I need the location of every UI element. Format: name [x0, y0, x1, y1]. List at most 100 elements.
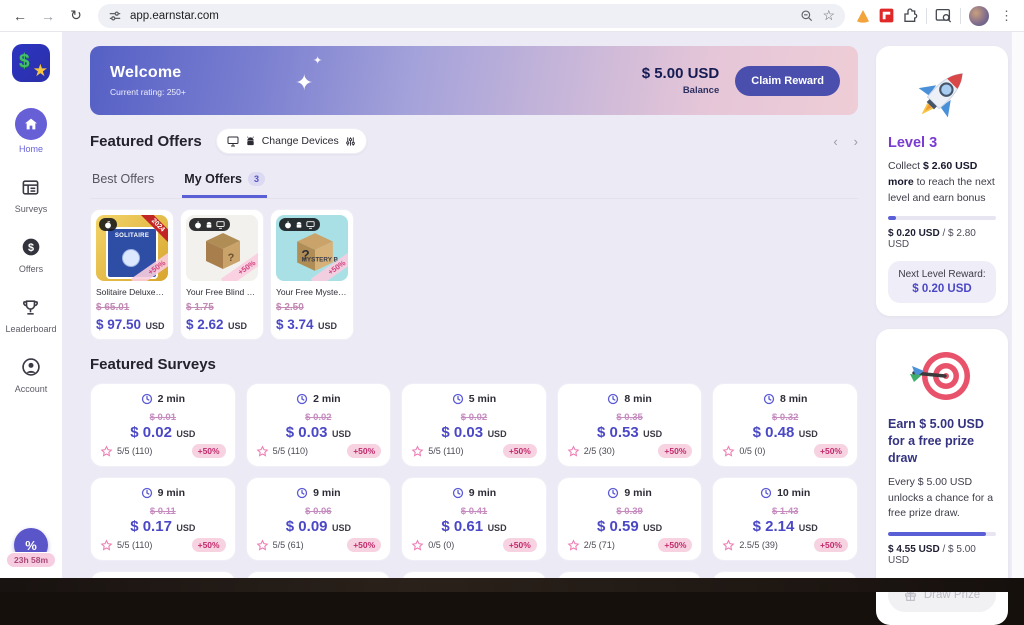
bookmark-star-icon[interactable]: ☆	[822, 7, 835, 23]
profile-avatar[interactable]	[969, 5, 989, 26]
survey-footer: 0/5 (0) +50%	[411, 538, 537, 552]
survey-card[interactable]: 2 min $ 0.01 $ 0.02 USD 5/5 (110) +50%	[90, 383, 236, 467]
tab-my-offers[interactable]: My Offers 3	[182, 166, 267, 198]
sidebar-item-leaderboard[interactable]: Leaderboard	[5, 294, 57, 334]
rating-star-icon	[411, 444, 424, 457]
earnstar-logo[interactable]: $ ★	[12, 44, 50, 82]
clock-icon	[141, 487, 152, 499]
survey-card[interactable]: 9 min $ 0.11 $ 0.17 USD 5/5 (110) +50%	[90, 477, 236, 561]
survey-card[interactable]: 9 min $ 0.41 $ 0.61 USD 0/5 (0) +50%	[401, 477, 547, 561]
survey-old-price: $ 0.06	[305, 506, 332, 517]
rating-star-icon	[100, 538, 113, 551]
survey-duration: 9 min	[567, 487, 693, 499]
back-icon[interactable]: ←	[13, 7, 27, 24]
survey-bonus-badge: +50%	[347, 444, 382, 458]
rating-star-icon	[567, 444, 580, 457]
survey-old-price: $ 0.39	[616, 506, 643, 517]
extension-cone-icon[interactable]	[855, 8, 871, 24]
platform-badge	[279, 218, 320, 231]
forward-icon[interactable]: →	[41, 7, 55, 24]
url-text[interactable]: app.earnstar.com	[130, 9, 219, 22]
android-icon	[296, 221, 302, 228]
scrollbar[interactable]	[1011, 32, 1024, 578]
survey-price: $ 0.17 USD	[130, 518, 196, 535]
rocket-icon	[888, 61, 996, 127]
sidebar-item-label: Surveys	[14, 204, 48, 214]
platform-badge	[189, 218, 230, 231]
survey-duration: 5 min	[411, 393, 537, 405]
prize-progress-amounts: $ 4.55 USD / $ 5.00 USD	[888, 544, 976, 567]
survey-bonus-badge: +50%	[658, 538, 693, 552]
welcome-title: Welcome	[110, 64, 182, 81]
prev-offers-icon[interactable]: ‹	[833, 133, 838, 149]
offer-cards-row: SOLITAIRE 2024 +50% Solitaire Deluxe® 2 …	[90, 209, 858, 340]
survey-bonus-badge: +50%	[814, 444, 848, 458]
tab-best-offers[interactable]: Best Offers	[90, 166, 156, 198]
sidebar-item-surveys[interactable]: Surveys	[14, 174, 48, 214]
survey-card[interactable]: 8 min $ 0.35 $ 0.53 USD 2/5 (30) +50%	[556, 383, 703, 467]
sidebar-item-account[interactable]: Account	[15, 354, 47, 394]
sidebar-item-label: Offers	[18, 264, 44, 274]
change-devices-button[interactable]: Change Devices	[215, 128, 367, 154]
survey-bonus-badge: +50%	[502, 444, 537, 458]
svg-text:$: $	[28, 242, 34, 254]
offer-card-blind-box[interactable]: ? +50% Your Free Blind Bo... $ 1.75 $ 2.…	[180, 209, 264, 340]
offer-card-solitaire[interactable]: SOLITAIRE 2024 +50% Solitaire Deluxe® 2 …	[90, 209, 174, 340]
promo-timer-badge[interactable]: % 23h 58m	[5, 528, 57, 568]
survey-bonus-badge: +50%	[191, 444, 226, 458]
account-icon	[18, 354, 44, 380]
sidebar: $ ★ Home Surveys $ Offers	[0, 32, 62, 578]
survey-price: $ 0.03 USD	[441, 424, 507, 441]
survey-rating: 2.5/5 (39)	[739, 540, 778, 550]
extension-flipboard-icon[interactable]	[879, 8, 894, 23]
survey-card[interactable]: 8 min $ 0.32 $ 0.48 USD 0/5 (0) +50%	[712, 383, 858, 467]
offer-title: Your Free Blind Bo...	[186, 287, 258, 297]
clock-icon	[608, 393, 619, 405]
survey-price: $ 0.53 USD	[597, 424, 663, 441]
survey-old-price: $ 0.01	[149, 412, 176, 423]
sidebar-item-offers[interactable]: $ Offers	[18, 234, 44, 274]
survey-duration: 9 min	[256, 487, 382, 499]
survey-card[interactable]: 11 min $ 1.10	[401, 571, 547, 578]
survey-rating: 0/5 (0)	[428, 540, 455, 550]
devtools-icon[interactable]	[935, 8, 952, 23]
extensions-puzzle-icon[interactable]	[902, 7, 918, 24]
survey-card[interactable]: 11 min $ 0.81	[556, 571, 703, 578]
survey-old-price: $ 0.02	[460, 412, 488, 423]
survey-card[interactable]: 10 min $ 0.31	[90, 571, 236, 578]
survey-card[interactable]: 11 min $ 0.51	[245, 571, 392, 578]
claim-reward-button[interactable]: Claim Reward	[735, 65, 840, 96]
survey-card[interactable]: 12 min $ 0.60	[712, 571, 858, 578]
site-settings-icon[interactable]	[108, 9, 122, 23]
survey-price: $ 0.61 USD	[441, 518, 507, 535]
survey-card[interactable]: 5 min $ 0.02 $ 0.03 USD 5/5 (110) +50%	[401, 383, 547, 467]
survey-card[interactable]: 10 min $ 1.43 $ 2.14 USD 2.5/5 (39) +50%	[712, 477, 858, 561]
offer-old-price: $ 65.01	[96, 302, 130, 313]
offer-card-mystery-box[interactable]: ? MYSTERY BOX +50% Your Free Mystery... …	[270, 209, 354, 340]
box-graphic: ?	[206, 233, 240, 269]
desktop-edge	[0, 578, 1024, 592]
survey-card[interactable]: 9 min $ 0.39 $ 0.59 USD 2/5 (71) +50%	[556, 477, 703, 561]
zoom-out-icon[interactable]	[800, 9, 814, 23]
offer-image: ? MYSTERY BOX +50%	[276, 215, 348, 281]
survey-duration: 2 min	[100, 393, 226, 405]
survey-rating: 2/5 (30)	[583, 446, 615, 456]
box-graphic: ? MYSTERY BOX	[297, 233, 338, 271]
next-offers-icon[interactable]: ›	[853, 133, 858, 149]
browser-menu-icon[interactable]: ⋮	[1000, 7, 1013, 23]
address-bar[interactable]: app.earnstar.com ☆	[98, 3, 845, 28]
main-content: Welcome Current rating: 250+ ✦ ✦ $ 5.00 …	[62, 32, 874, 578]
android-icon	[246, 135, 254, 145]
clock-icon	[452, 393, 463, 405]
refresh-icon[interactable]: ↻	[70, 7, 82, 23]
clock-icon	[760, 487, 772, 499]
survey-footer: 5/5 (110) +50%	[411, 444, 537, 458]
survey-card[interactable]: 2 min $ 0.02 $ 0.03 USD 5/5 (110) +50%	[245, 383, 392, 467]
survey-duration: 8 min	[567, 393, 693, 405]
sidebar-item-home[interactable]: Home	[15, 108, 47, 154]
rating-star-icon	[567, 538, 580, 551]
survey-card[interactable]: 9 min $ 0.06 $ 0.09 USD 5/5 (61) +50%	[245, 477, 392, 561]
survey-bonus-badge: +50%	[658, 444, 693, 458]
apple-icon	[195, 220, 201, 229]
